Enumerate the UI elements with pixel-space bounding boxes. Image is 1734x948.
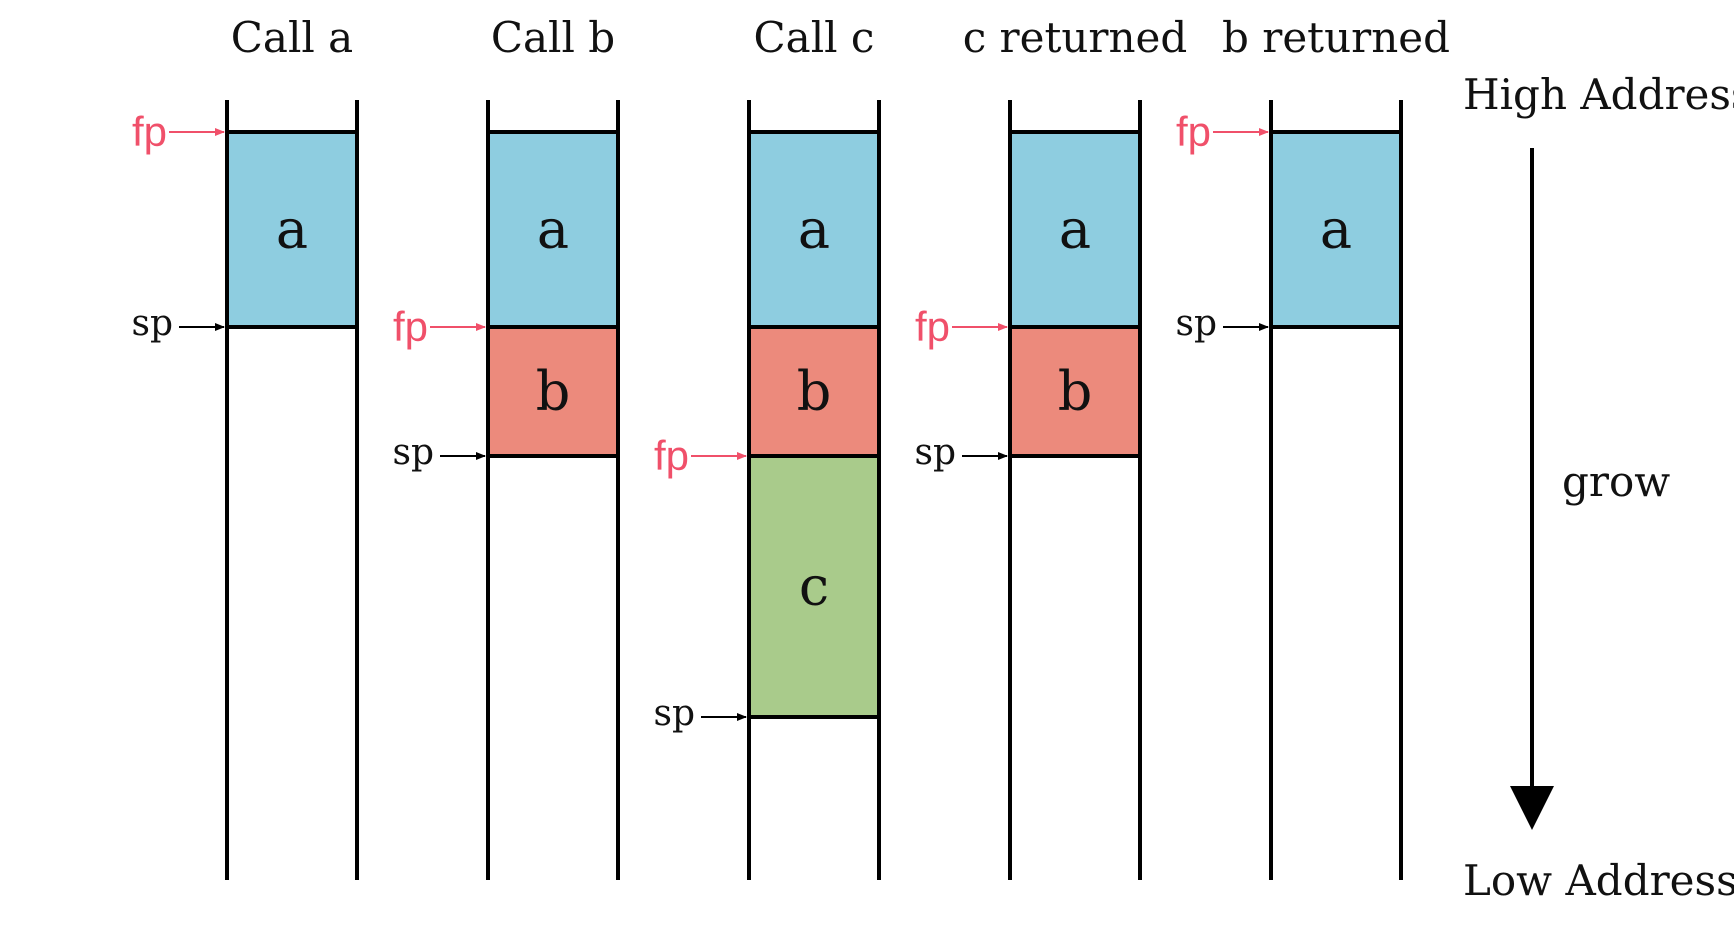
sp-pointer-label: sp	[1175, 303, 1217, 344]
high-address-label: High Address	[1463, 70, 1734, 119]
stage-title: c returned	[963, 13, 1188, 62]
stack-frame-b	[486, 325, 620, 458]
fp-pointer-label: fp	[915, 303, 950, 350]
frame-label: a	[1320, 198, 1352, 261]
grow-arrow-head-icon	[1510, 786, 1554, 830]
fp-pointer-label: fp	[1176, 108, 1211, 155]
sp-pointer-label: sp	[653, 693, 695, 734]
fp-pointer-label: fp	[654, 432, 689, 479]
stage-title: Call a	[231, 13, 353, 62]
fp-pointer-label: fp	[393, 303, 428, 350]
grow-label: grow	[1562, 457, 1670, 506]
stack-frame-c	[747, 454, 881, 719]
frame-label: b	[1058, 360, 1093, 423]
frame-label: b	[797, 360, 832, 423]
sp-pointer-label: sp	[392, 432, 434, 473]
frame-label: a	[276, 198, 308, 261]
stack-stage: Call b a b fp sp	[392, 13, 620, 880]
stage-title: Call b	[491, 13, 615, 62]
frame-label: a	[798, 198, 830, 261]
stack-frame-a	[1269, 130, 1403, 329]
stack-stage: Call a a fp sp	[131, 13, 359, 880]
frame-label: c	[799, 555, 829, 618]
stage-title: b returned	[1222, 13, 1450, 62]
frame-label: a	[537, 198, 569, 261]
sp-pointer-label: sp	[131, 303, 173, 344]
stack-stage: b returned a fp sp	[1175, 13, 1450, 880]
sp-pointer-label: sp	[914, 432, 956, 473]
stack-stage: Call c a b c fp sp	[653, 13, 881, 880]
frame-label: b	[536, 360, 571, 423]
address-axis: High Address grow Low Address	[1463, 70, 1734, 905]
low-address-label: Low Address	[1463, 856, 1734, 905]
stage-title: Call c	[754, 13, 875, 62]
stack-stage: c returned a b fp sp	[914, 13, 1187, 880]
fp-pointer-label: fp	[132, 108, 167, 155]
frame-label: a	[1059, 198, 1091, 261]
